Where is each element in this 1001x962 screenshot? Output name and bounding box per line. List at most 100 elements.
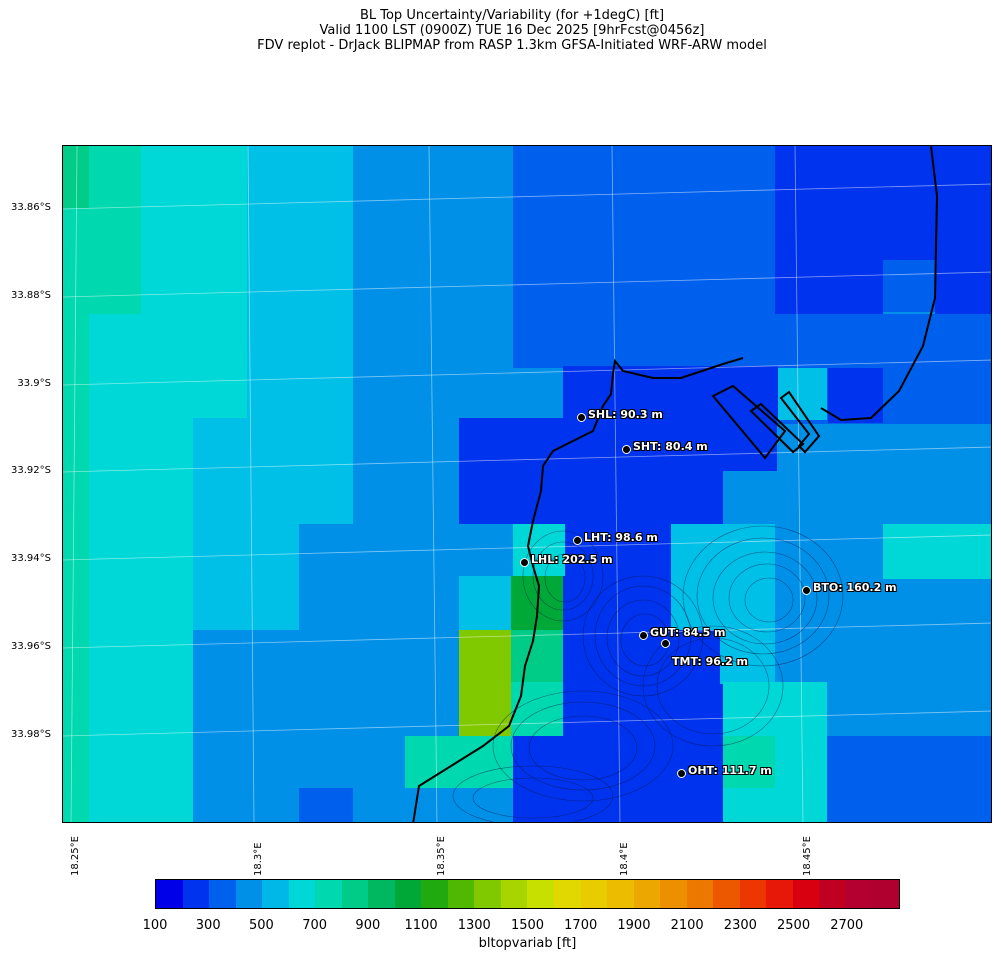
lat-label: 33.98°S [11, 729, 51, 740]
field-cell [459, 576, 511, 630]
colorbar-segment [766, 880, 793, 908]
station-label-lht: LHT: 98.6 m [584, 531, 658, 544]
colorbar-segment [713, 880, 740, 908]
harbour-pier [749, 402, 805, 454]
terrain-contours [452, 525, 844, 822]
station-marker[interactable] [661, 639, 670, 648]
station-label-oht: OHT: 111.7 m [688, 764, 772, 777]
colorbar-tick-label: 1500 [510, 918, 545, 933]
lat-label: 33.94°S [11, 553, 51, 564]
colorbar-segment [262, 880, 289, 908]
colorbar-tick-label: 700 [302, 918, 328, 933]
colorbar-segment [872, 880, 899, 908]
field-cell [511, 630, 563, 682]
colorbar-tick-label: 1100 [404, 918, 438, 933]
colorbar-segment [739, 880, 767, 908]
field-cell [723, 736, 775, 788]
field-cell [513, 524, 565, 576]
colorbar-tick-label: 2500 [777, 918, 811, 933]
field-cell [63, 146, 89, 208]
colorbar-tick-label: 1300 [457, 918, 491, 933]
field-cell [775, 368, 827, 420]
colorbar-segment [421, 880, 448, 908]
field-cell [193, 366, 247, 418]
field-cell [513, 146, 778, 368]
station-marker[interactable] [677, 769, 686, 778]
station-label-lhl: LHL: 202.5 m [531, 553, 613, 566]
title-line-2: Valid 1100 LST (0900Z) TUE 16 Dec 2025 [… [319, 23, 705, 38]
field-cell [193, 418, 299, 524]
colorbar-segment [368, 880, 395, 908]
lat-label: 33.86°S [11, 202, 51, 213]
lon-label: 18.4°E [619, 842, 630, 876]
field-cell [141, 146, 247, 366]
colorbar-segment [660, 880, 687, 908]
colorbar-tick-label: 1700 [564, 918, 598, 933]
colorbar-segment [156, 880, 183, 908]
station-label-shl: SHL: 90.3 m [588, 408, 663, 421]
colorbar-label: bltopvariab [ft] [478, 936, 577, 951]
colorbar-segment [607, 880, 634, 908]
colorbar-segment [394, 880, 422, 908]
colorbar-segment [288, 880, 316, 908]
colorbar-segment [500, 880, 528, 908]
lon-label: 18.3°E [253, 842, 264, 876]
station-marker[interactable] [573, 536, 582, 545]
map-canvas [63, 146, 991, 822]
map-title: BL Top Uncertainty/Variability (for +1de… [0, 8, 1001, 53]
colorbar-segment [235, 880, 263, 908]
colorbar-tick-label: 2300 [723, 918, 757, 933]
field-cell [935, 146, 991, 314]
map-area[interactable] [62, 145, 992, 823]
colorbar-tick-label: 2100 [670, 918, 704, 933]
station-label-sht: SHT: 80.4 m [633, 440, 708, 453]
colorbar-segment [580, 880, 608, 908]
lat-label: 33.9°S [17, 378, 51, 389]
colorbar-segment [474, 880, 501, 908]
field-cell [883, 524, 991, 579]
colorbar-segment [792, 880, 820, 908]
colorbar-tick-label: 900 [355, 918, 381, 933]
harbour-pier [779, 390, 821, 454]
lon-label: 18.35°E [436, 836, 447, 876]
lat-label: 33.96°S [11, 641, 51, 652]
station-marker[interactable] [622, 445, 631, 454]
field-cell [828, 368, 883, 423]
field-cell [89, 146, 141, 314]
colorbar-segment [819, 880, 846, 908]
lat-label: 33.92°S [11, 465, 51, 476]
station-marker[interactable] [802, 586, 811, 595]
field-cell [883, 260, 935, 312]
lat-label: 33.88°S [11, 290, 51, 301]
lon-label: 18.25°E [70, 836, 81, 876]
colorbar-segment [447, 880, 475, 908]
colorbar [155, 879, 900, 909]
station-marker[interactable] [520, 558, 529, 567]
coastline [412, 357, 744, 822]
colorbar-tick-label: 500 [249, 918, 274, 933]
field-cell [513, 736, 723, 822]
station-marker[interactable] [639, 631, 648, 640]
colorbar-tick-label: 2700 [830, 918, 864, 933]
colorbar-segment [341, 880, 369, 908]
colorbar-tick-label: 1900 [617, 918, 651, 933]
title-line-1: BL Top Uncertainty/Variability (for +1de… [359, 8, 665, 23]
colorbar-segment [209, 880, 236, 908]
title-line-3: FDV replot - DrJack BLIPMAP from RASP 1.… [257, 38, 767, 53]
station-label-bto: BTO: 160.2 m [813, 581, 897, 594]
colorbar-tick-label: 300 [195, 918, 221, 933]
coastline-east [820, 146, 939, 422]
station-label-tmt: TMT: 96.2 m [672, 655, 749, 668]
field-cell [827, 630, 879, 736]
colorbar-segment [182, 880, 210, 908]
field-cell [299, 788, 353, 822]
colorbar-segment [553, 880, 581, 908]
colorbar-segment [686, 880, 714, 908]
station-label-gut: GUT: 84.5 m [650, 626, 726, 639]
field-cell [827, 736, 991, 822]
colorbar-segment [315, 880, 342, 908]
lon-label: 18.45°E [802, 836, 813, 876]
colorbar-segment [633, 880, 661, 908]
station-marker[interactable] [577, 413, 586, 422]
field-cell [933, 471, 991, 524]
